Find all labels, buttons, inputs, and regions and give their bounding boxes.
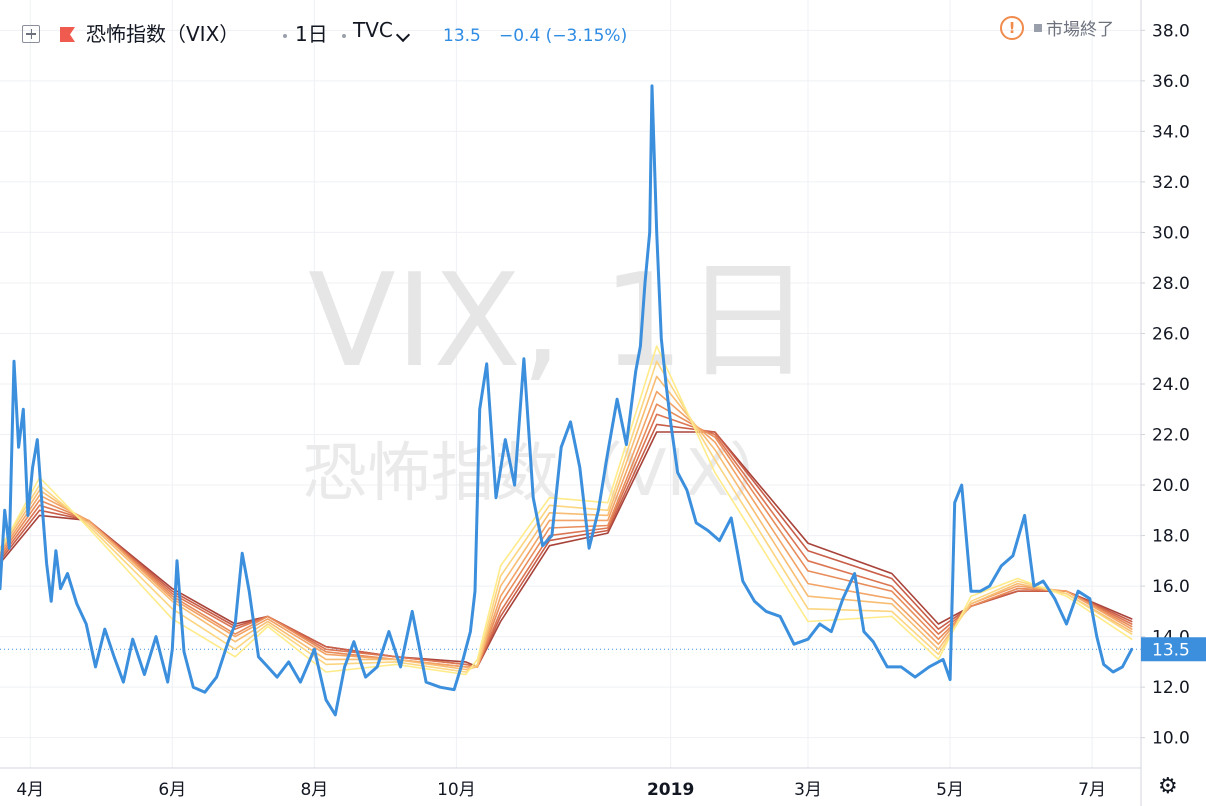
plus-square-icon[interactable] [22,25,40,43]
chevron-down-icon[interactable] [395,27,411,43]
x-tick-label: 7月 [1078,780,1106,800]
ema-line [0,345,1133,676]
last-price-value: 13.5 [1152,640,1190,660]
square-icon [1034,24,1042,32]
y-tick-label: 34.0 [1152,122,1190,142]
y-tick-label: 24.0 [1152,375,1190,395]
last-value: 13.5 [443,26,481,46]
separator-dot [342,34,346,38]
flag-icon[interactable] [59,26,76,43]
watermark: VIX, 1日 恐怖指数（VIX） [303,247,812,511]
series-layer [0,84,1134,717]
time-axis[interactable]: 4月 6月 8月 10月 2019 3月 5月 7月 [16,780,1106,800]
change-value: −0.4 (−3.15%) [499,26,628,46]
y-tick-label: 20.0 [1152,476,1190,496]
separator-dot [283,34,287,38]
y-tick-label: 32.0 [1152,173,1190,193]
y-tick-label: 30.0 [1152,223,1190,243]
y-tick-label: 18.0 [1152,527,1190,547]
y-tick-label: 26.0 [1152,324,1190,344]
ema-line [0,375,1133,671]
ema-line [0,423,1133,668]
warning-circle-icon[interactable]: ! [1000,16,1024,40]
legend-header: 恐怖指数（VIX） 1日 TVC 13.5 −0.4 (−3.15%) ! 市場… [0,0,1140,60]
y-tick-label: 22.0 [1152,426,1190,446]
x-tick-label: 5月 [936,780,964,800]
market-status: 市場終了 [1046,20,1114,40]
interval-label[interactable]: 1日 [295,22,328,46]
y-tick-label: 16.0 [1152,577,1190,597]
vix-price-line [0,84,1134,717]
y-tick-label: 38.0 [1152,21,1190,41]
y-tick-label: 10.0 [1152,729,1190,749]
y-tick-label: 12.0 [1152,678,1190,698]
ema-line [0,360,1133,673]
x-tick-label: 10月 [437,780,476,800]
ema-line [0,390,1133,668]
ema-line [0,413,1133,668]
x-tick-label: 3月 [794,780,822,800]
ema-line [0,431,1133,668]
watermark-symbol: VIX, 1日 [308,247,812,396]
last-price-label: 13.5 [1141,637,1206,662]
x-tick-label: 8月 [300,780,328,800]
y-tick-label: 36.0 [1152,72,1190,92]
y-tick-label: 28.0 [1152,274,1190,294]
exchange-label[interactable]: TVC [353,18,393,42]
symbol-title[interactable]: 恐怖指数（VIX） [86,22,240,46]
x-tick-label: 6月 [158,780,186,800]
gear-icon[interactable]: ⚙ [1158,774,1178,799]
x-tick-label: 4月 [16,780,44,800]
x-tick-label: 2019 [647,780,694,800]
